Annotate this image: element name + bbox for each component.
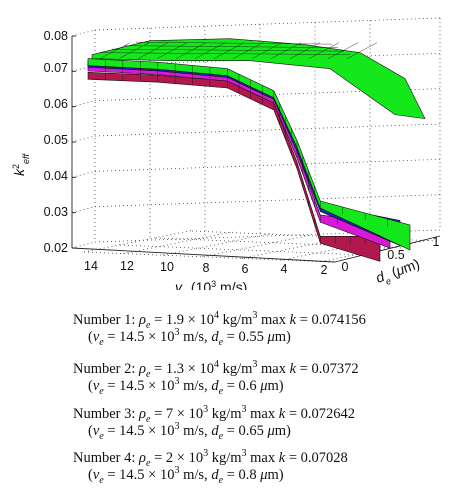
x-tick-label: 12 [120, 259, 134, 273]
z-axis-label: k2eff [11, 152, 31, 176]
grid-line [123, 231, 234, 254]
z-tick-label: 0.08 [44, 29, 68, 43]
grid-line [83, 229, 195, 253]
surface-sheet [91, 38, 426, 120]
x-axis-line [71, 247, 336, 263]
grid [71, 17, 441, 263]
surface-mesh [175, 42, 207, 59]
surface-mesh [346, 42, 378, 59]
surface-mesh [232, 42, 264, 59]
surface-mesh [99, 52, 351, 55]
x-tick-label: 8 [203, 261, 210, 275]
grid-line [281, 237, 392, 261]
x-tick-label: 6 [242, 262, 249, 276]
surface-mesh [99, 42, 131, 59]
surface-mesh [135, 41, 333, 45]
surface-mesh [308, 42, 340, 59]
x-tick-label: 2 [321, 263, 328, 277]
z-tick-label: 0.06 [44, 97, 68, 111]
grid-line [71, 29, 96, 37]
surface-mesh [118, 42, 150, 59]
z-tick-label: 0.03 [44, 205, 68, 219]
grid-line [71, 135, 96, 143]
y-axis-label: de (μm) [374, 255, 423, 289]
grid-line [94, 158, 441, 172]
z-tick-label: 0.05 [44, 133, 68, 147]
surface-mesh [156, 42, 188, 59]
z-tick-label: 0.04 [44, 169, 68, 183]
x-tick-label: 4 [281, 262, 288, 276]
z-tick-label: 0.07 [44, 61, 68, 75]
surfaces [87, 38, 426, 262]
grid-line [71, 206, 96, 214]
x-tick-label: 10 [160, 260, 174, 274]
surface-band [87, 71, 381, 262]
grid-line [119, 244, 367, 256]
axes: 0.02 0.03 0.04 0.05 0.06 0.07 0.08 14 12… [11, 29, 440, 290]
x-tick-label: 14 [84, 259, 98, 273]
surface-mesh [137, 42, 169, 59]
grid-line [94, 229, 441, 243]
grid-line [94, 17, 441, 31]
grid-line [71, 170, 96, 178]
grid-line [94, 194, 441, 208]
grid-line [94, 123, 441, 137]
surface-mesh [213, 42, 245, 59]
grid-line [202, 234, 313, 258]
y-axis-line [334, 235, 441, 263]
surface-mesh [123, 45, 339, 48]
z-tick-label: 0.02 [44, 241, 68, 255]
surface-mesh [194, 42, 226, 59]
y-tick-label: 1 [433, 235, 440, 249]
surface-mesh [111, 48, 345, 52]
grid-line [162, 232, 274, 256]
x-axis-label: ve (103 m/s) [175, 279, 247, 290]
y-tick-label: 0.5 [387, 248, 404, 262]
y-tick-label: 0 [342, 260, 349, 274]
surface-mesh [327, 42, 359, 59]
surface-chart: 0.02 0.03 0.04 0.05 0.06 0.07 0.08 14 12… [11, 17, 441, 290]
grid-line [71, 241, 96, 249]
grid-line [71, 100, 96, 108]
surface-band [87, 58, 411, 251]
grid-line [241, 236, 353, 259]
